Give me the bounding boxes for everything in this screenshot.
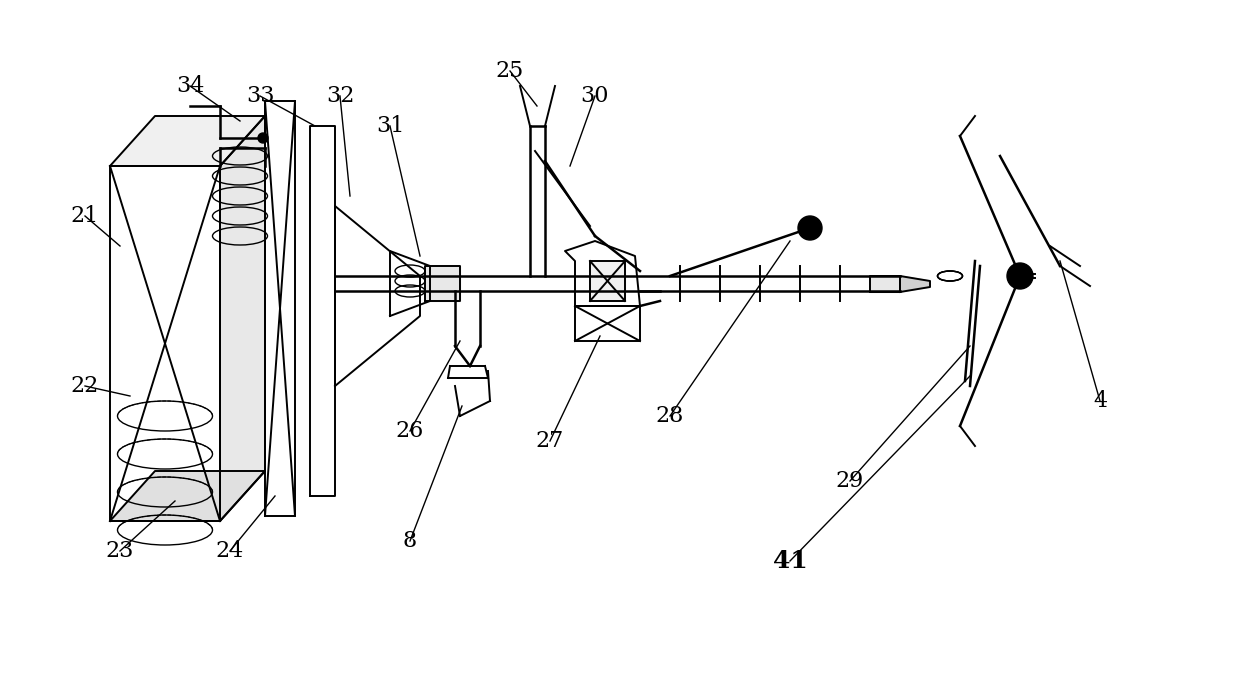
Text: 33: 33 [246,85,274,107]
Text: 31: 31 [376,115,404,137]
Text: 30: 30 [580,85,609,107]
Circle shape [1007,263,1033,289]
Text: 21: 21 [71,205,99,227]
Text: 26: 26 [396,420,424,442]
Text: 23: 23 [105,540,134,562]
Circle shape [258,133,268,143]
Polygon shape [565,241,640,306]
Polygon shape [425,266,460,301]
Text: 34: 34 [176,75,205,97]
Polygon shape [110,116,265,166]
Text: 25: 25 [496,60,525,82]
Circle shape [799,216,822,240]
Text: 4: 4 [1092,390,1107,412]
Text: 41: 41 [773,549,807,573]
Polygon shape [590,261,625,301]
Polygon shape [310,126,335,496]
Text: 8: 8 [403,530,417,552]
Polygon shape [575,306,640,341]
Polygon shape [870,276,900,292]
Polygon shape [110,166,219,521]
Text: 27: 27 [536,430,564,452]
Polygon shape [900,276,930,292]
Text: 29: 29 [836,470,864,492]
Text: 32: 32 [326,85,355,107]
Polygon shape [391,251,430,316]
Text: 28: 28 [656,405,684,427]
Polygon shape [219,116,265,521]
Polygon shape [265,101,295,516]
Polygon shape [335,206,420,386]
Text: 22: 22 [71,375,99,397]
Text: 24: 24 [216,540,244,562]
Polygon shape [110,471,265,521]
